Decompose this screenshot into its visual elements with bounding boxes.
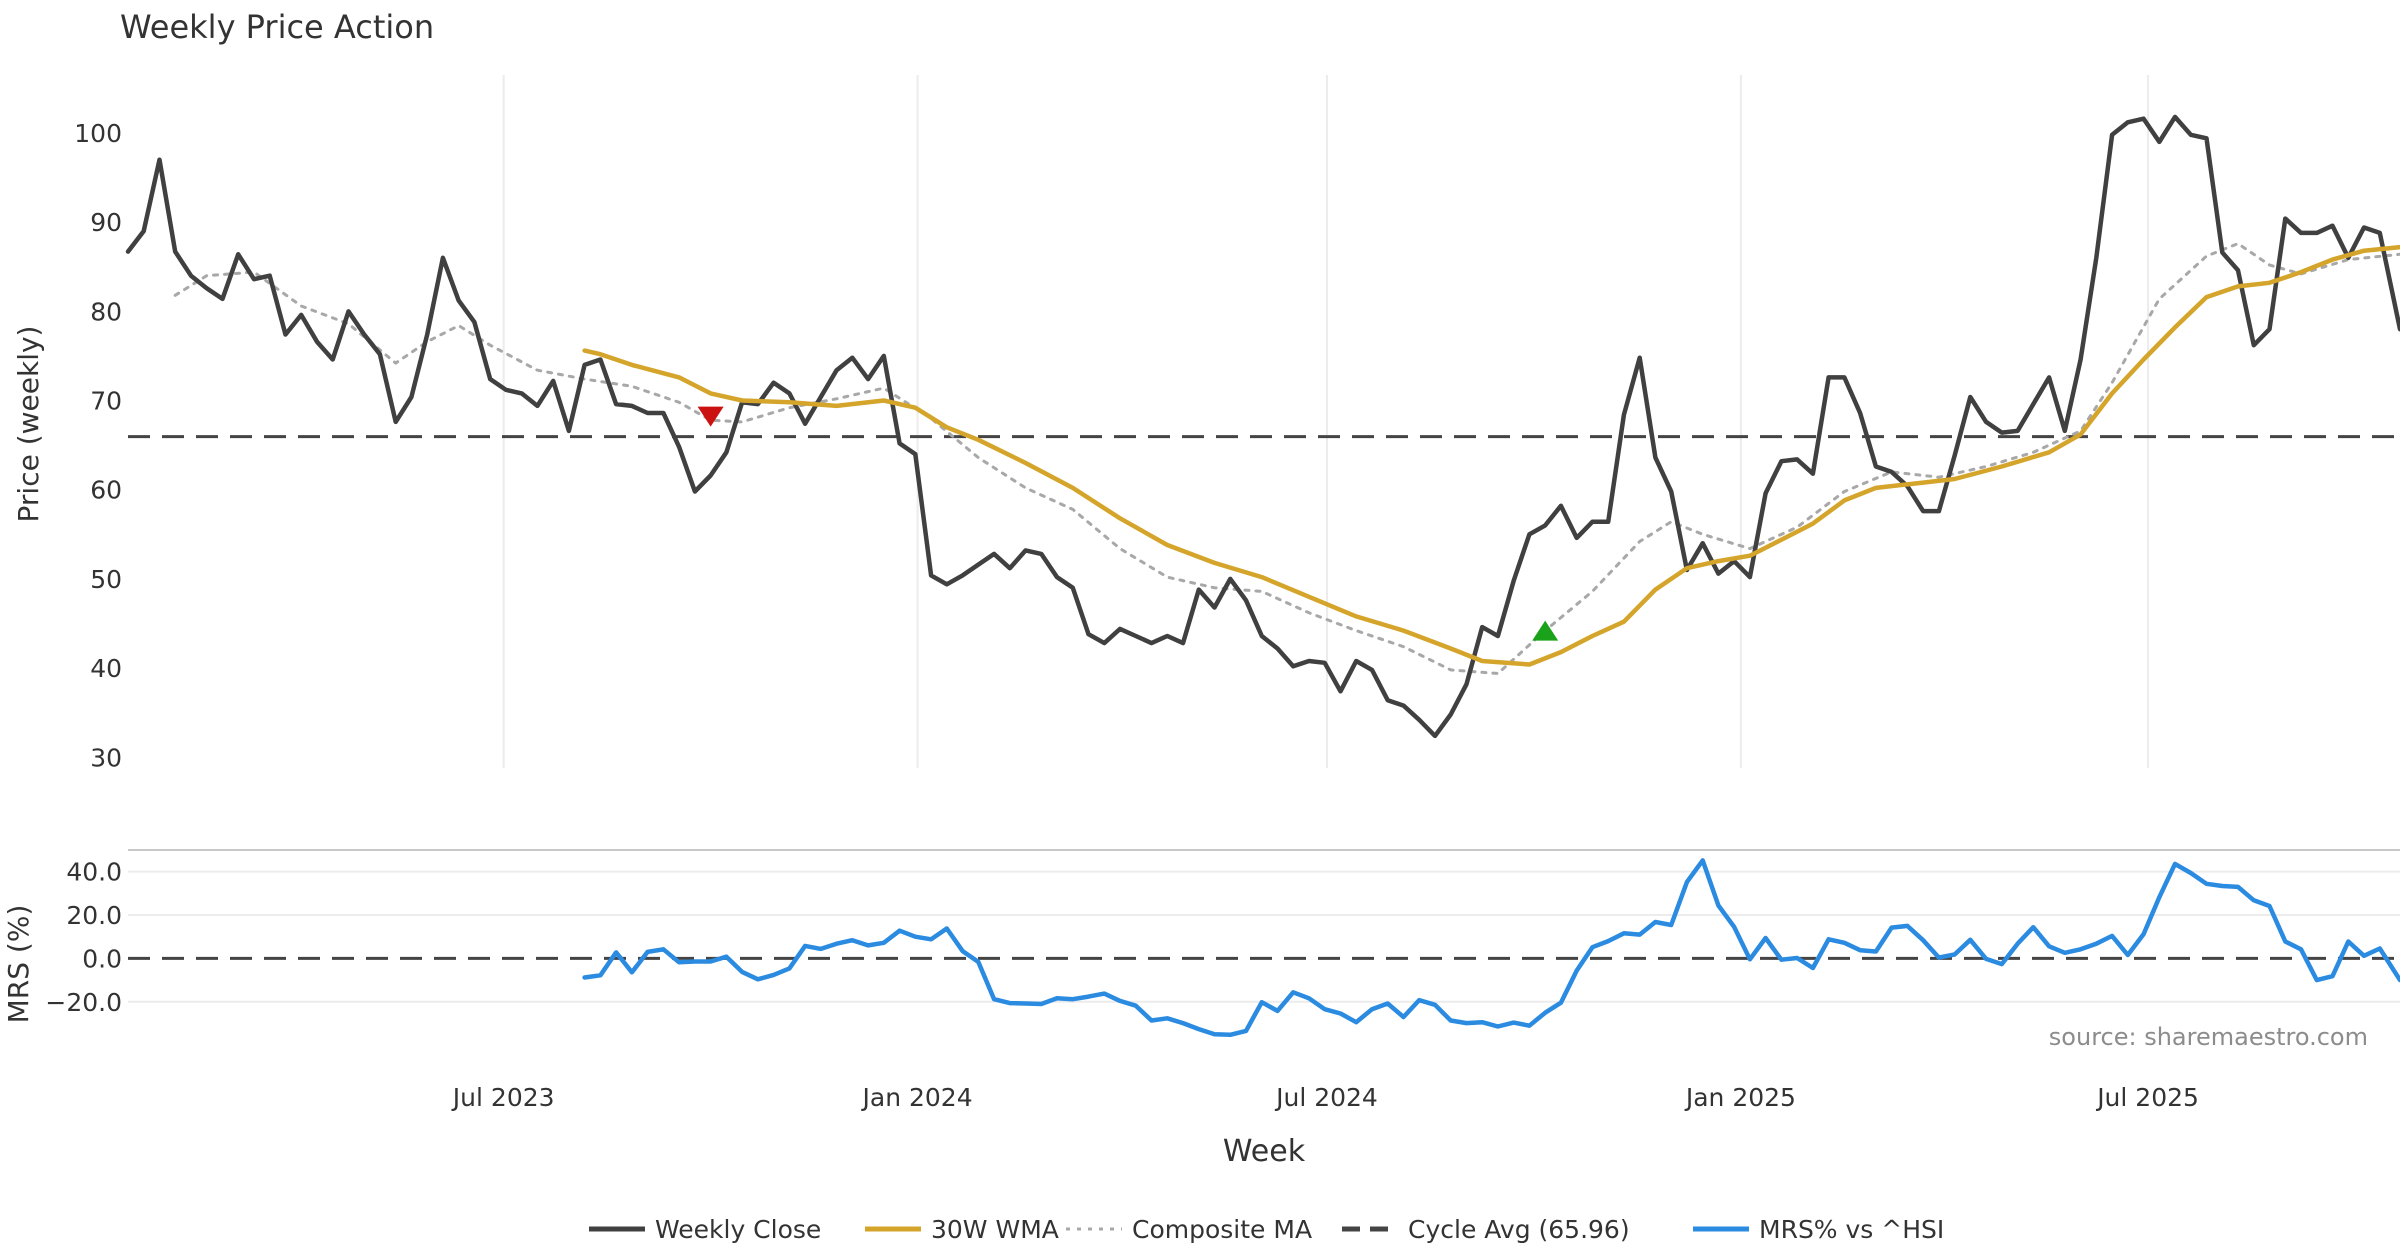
mrs-y-tick: −20.0	[45, 988, 122, 1017]
signal-markers	[697, 406, 1559, 641]
price-y-tick-labels: 30 40 50 60 70 80 90 100	[74, 119, 122, 772]
price-y-tick: 40	[90, 654, 122, 683]
price-y-tick: 70	[90, 387, 122, 416]
x-tick: Jul 2024	[1274, 1083, 1378, 1112]
x-tick: Jan 2025	[1684, 1083, 1796, 1112]
x-tick: Jul 2025	[2095, 1083, 2199, 1112]
price-y-axis-label: Price (weekly)	[12, 326, 45, 523]
mrs-y-tick: 0.0	[82, 944, 122, 973]
price-series-group	[125, 114, 2400, 739]
legend-label: MRS% vs ^HSI	[1759, 1215, 1944, 1244]
series-line-composite-ma	[173, 242, 2400, 675]
price-y-tick: 90	[90, 208, 122, 237]
mrs-y-gridlines	[128, 870, 2400, 1003]
price-y-tick: 100	[74, 119, 122, 148]
sell-signal-marker	[697, 406, 724, 427]
mrs-y-tick: 40.0	[66, 858, 122, 887]
price-x-gridlines	[502, 75, 2150, 768]
source-text: source: sharemaestro.com	[2049, 1023, 2368, 1051]
series-line-weekly-close	[125, 114, 2400, 739]
mrs-y-axis-label: MRS (%)	[2, 905, 35, 1024]
mrs-series-group	[582, 858, 2400, 1038]
chart-title: Weekly Price Action	[120, 8, 434, 46]
price-y-tick: 30	[90, 743, 122, 772]
buy-signal-marker	[1532, 620, 1559, 641]
legend-label: 30W WMA	[931, 1215, 1059, 1244]
series-line-30w-wma	[582, 244, 2400, 667]
x-tick: Jan 2024	[861, 1083, 973, 1112]
price-y-tick: 50	[90, 565, 122, 594]
x-tick: Jul 2023	[451, 1083, 555, 1112]
x-tick-labels: Jul 2023 Jan 2024 Jul 2024 Jan 2025 Jul 2025	[451, 1083, 2199, 1112]
x-axis-label: Week	[1223, 1134, 1306, 1169]
legend-label: Composite MA	[1132, 1215, 1312, 1244]
legend: Weekly Close 30W WMA Composite MA Cycle Avg…	[589, 1215, 1944, 1244]
legend-label: Cycle Avg (65.96)	[1408, 1215, 1630, 1244]
series-line-mrs-vs-hsi	[582, 858, 2400, 1038]
price-y-tick: 80	[90, 297, 122, 326]
mrs-y-tick: 20.0	[66, 901, 122, 930]
mrs-y-tick-labels: 40.0 20.0 0.0 −20.0	[45, 858, 122, 1017]
price-y-tick: 60	[90, 476, 122, 505]
legend-label: Weekly Close	[655, 1215, 821, 1244]
